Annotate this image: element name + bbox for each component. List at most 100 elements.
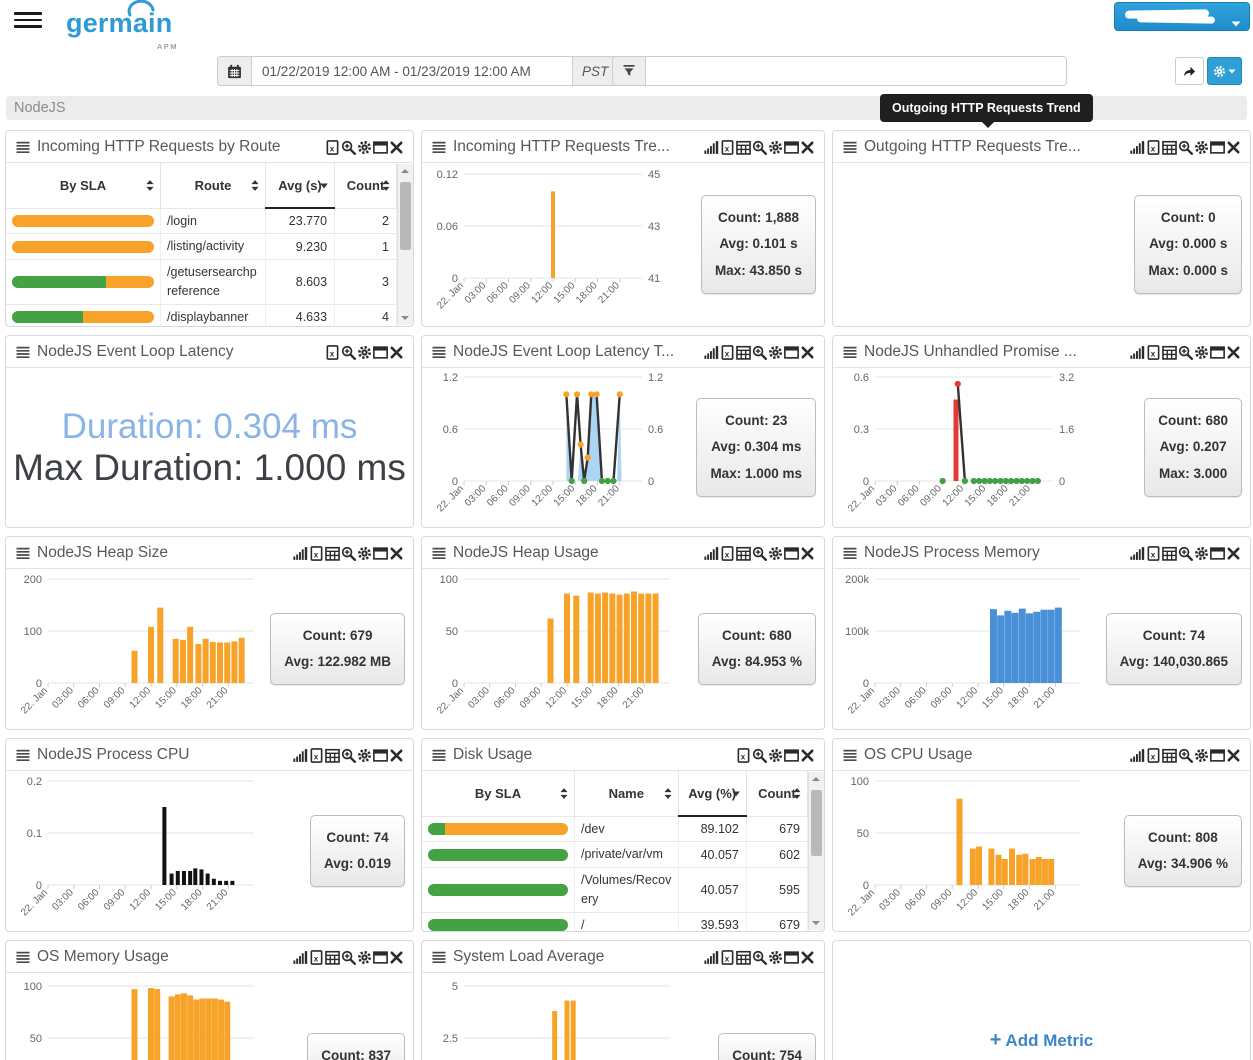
data-table-icon[interactable] (1162, 748, 1177, 763)
drag-handle-icon[interactable] (15, 546, 30, 560)
zoom-in-icon[interactable] (1178, 748, 1193, 763)
data-table-icon[interactable] (325, 546, 340, 561)
scroll-up-arrow[interactable] (401, 169, 409, 173)
drag-handle-icon[interactable] (842, 546, 857, 560)
zoom-in-icon[interactable] (1178, 345, 1193, 360)
column-header-by-sla[interactable]: By SLA (6, 163, 162, 208)
chart-type-icon[interactable] (704, 546, 719, 561)
zoom-in-icon[interactable] (752, 345, 767, 360)
data-table-icon[interactable] (736, 345, 751, 360)
export-excel-icon[interactable]: x (309, 747, 324, 763)
maximize-icon[interactable] (784, 950, 799, 965)
share-button[interactable] (1175, 57, 1204, 85)
gear-icon[interactable] (768, 748, 783, 763)
drag-handle-icon[interactable] (431, 748, 446, 762)
maximize-icon[interactable] (1210, 345, 1225, 360)
close-icon[interactable] (800, 345, 815, 360)
gear-icon[interactable] (1194, 748, 1209, 763)
gear-icon[interactable] (1194, 546, 1209, 561)
maximize-icon[interactable] (373, 546, 388, 561)
export-excel-icon[interactable]: x (309, 949, 324, 965)
drag-handle-icon[interactable] (431, 546, 446, 560)
maximize-icon[interactable] (1210, 546, 1225, 561)
zoom-in-icon[interactable] (752, 140, 767, 155)
column-header-count[interactable]: Count (334, 163, 397, 208)
gear-icon[interactable] (1194, 345, 1209, 360)
drag-handle-icon[interactable] (431, 140, 446, 154)
export-excel-icon[interactable]: x (720, 545, 735, 561)
maximize-icon[interactable] (784, 748, 799, 763)
filter-input[interactable] (645, 56, 1067, 86)
close-icon[interactable] (389, 345, 404, 360)
data-table-icon[interactable] (736, 546, 751, 561)
table-row[interactable]: /dev 89.102 679 (422, 815, 809, 842)
close-icon[interactable] (1226, 345, 1241, 360)
close-icon[interactable] (389, 140, 404, 155)
column-header-route[interactable]: Route (160, 163, 266, 208)
table-row[interactable]: /getusersearchpreference 8.603 3 (6, 259, 397, 304)
scroll-thumb[interactable] (400, 182, 411, 250)
data-table-icon[interactable] (736, 140, 751, 155)
sort-both-icon[interactable] (381, 179, 391, 192)
gear-icon[interactable] (357, 345, 372, 360)
add-metric-button[interactable]: + Add Metric (833, 1029, 1250, 1052)
close-icon[interactable] (800, 748, 815, 763)
zoom-in-icon[interactable] (752, 546, 767, 561)
export-excel-icon[interactable]: x (325, 344, 340, 360)
drag-handle-icon[interactable] (15, 950, 30, 964)
column-header-avg-[interactable]: Avg (%) (678, 771, 747, 817)
chart-type-icon[interactable] (1130, 546, 1145, 561)
maximize-icon[interactable] (784, 140, 799, 155)
export-excel-icon[interactable]: x (325, 139, 340, 155)
close-icon[interactable] (800, 140, 815, 155)
export-excel-icon[interactable]: x (1146, 747, 1161, 763)
export-excel-icon[interactable]: x (1146, 139, 1161, 155)
sort-both-icon[interactable] (559, 787, 569, 800)
data-table-icon[interactable] (736, 950, 751, 965)
drag-handle-icon[interactable] (842, 140, 857, 154)
drag-handle-icon[interactable] (431, 950, 446, 964)
sort-both-icon[interactable] (663, 787, 673, 800)
export-excel-icon[interactable]: x (720, 949, 735, 965)
app-logo[interactable]: germain APM (66, 0, 176, 51)
zoom-in-icon[interactable] (1178, 140, 1193, 155)
table-row[interactable]: /private/var/vm 40.057 602 (422, 841, 809, 868)
gear-icon[interactable] (768, 950, 783, 965)
drag-handle-icon[interactable] (15, 345, 30, 359)
vertical-scrollbar[interactable] (397, 164, 413, 325)
table-row[interactable]: /listing/activity 9.230 1 (6, 233, 397, 260)
chart-type-icon[interactable] (704, 345, 719, 360)
chart-type-icon[interactable] (1130, 140, 1145, 155)
zoom-in-icon[interactable] (341, 748, 356, 763)
date-range-input[interactable] (251, 56, 573, 86)
table-row[interactable]: /login 23.770 2 (6, 207, 397, 234)
drag-handle-icon[interactable] (842, 345, 857, 359)
drag-handle-icon[interactable] (15, 140, 30, 154)
calendar-icon[interactable] (217, 56, 251, 86)
zoom-in-icon[interactable] (341, 546, 356, 561)
column-header-avg-s-[interactable]: Avg (s) (265, 163, 336, 209)
gear-icon[interactable] (357, 546, 372, 561)
export-excel-icon[interactable]: x (720, 139, 735, 155)
table-row[interactable]: /39.593 679 (422, 911, 809, 931)
gear-icon[interactable] (357, 140, 372, 155)
export-excel-icon[interactable]: x (309, 545, 324, 561)
maximize-icon[interactable] (784, 345, 799, 360)
close-icon[interactable] (800, 546, 815, 561)
zoom-in-icon[interactable] (341, 345, 356, 360)
chart-type-icon[interactable] (293, 546, 308, 561)
gear-icon[interactable] (768, 546, 783, 561)
export-excel-icon[interactable]: x (1146, 344, 1161, 360)
scroll-down-arrow[interactable] (401, 316, 409, 320)
zoom-in-icon[interactable] (341, 140, 356, 155)
zoom-in-icon[interactable] (752, 748, 767, 763)
data-table-icon[interactable] (1162, 140, 1177, 155)
export-excel-icon[interactable]: x (1146, 545, 1161, 561)
export-excel-icon[interactable]: x (736, 747, 751, 763)
close-icon[interactable] (1226, 748, 1241, 763)
sort-desc-icon[interactable] (731, 787, 741, 800)
column-header-count[interactable]: Count (746, 771, 809, 816)
chart-type-icon[interactable] (293, 748, 308, 763)
maximize-icon[interactable] (373, 950, 388, 965)
maximize-icon[interactable] (784, 546, 799, 561)
